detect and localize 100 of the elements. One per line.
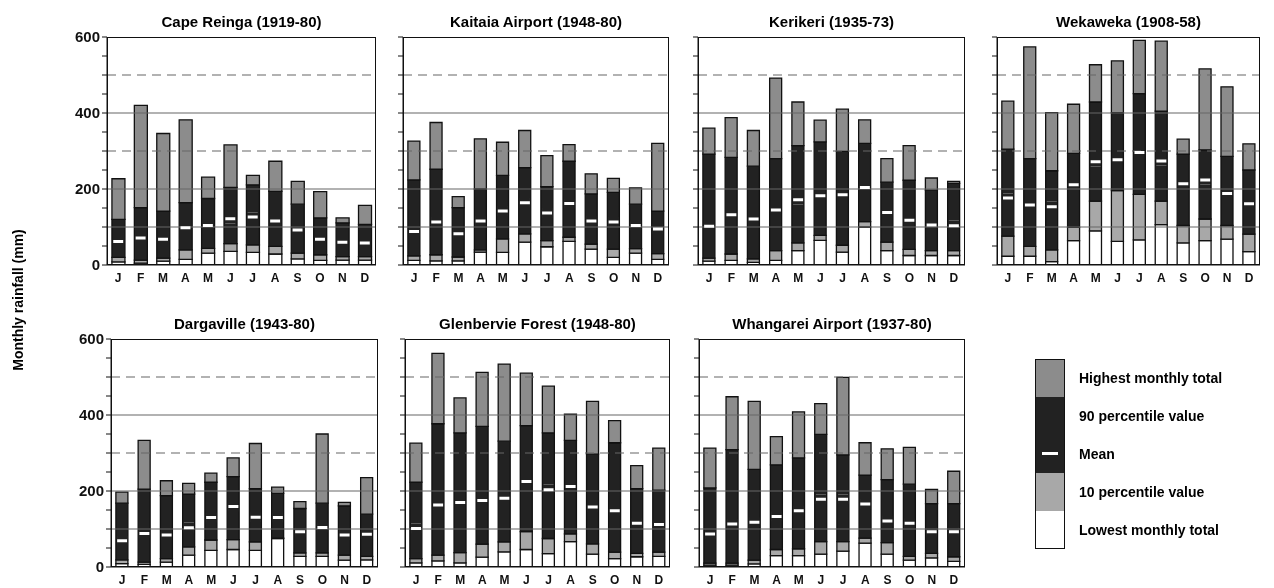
x-tick-label: J [1114, 270, 1121, 285]
x-tick-label: S [293, 270, 302, 285]
text: Highest monthly total [1079, 369, 1224, 387]
x-tick-label: N [632, 572, 642, 587]
chart-title: Kerikeri (1935-73) [767, 13, 896, 30]
x-tick-label: J [706, 572, 714, 587]
x-tick-label: J [839, 572, 847, 587]
x-tick-label: S [883, 270, 892, 285]
x-tick-label: N [927, 572, 937, 587]
x-tick-label: J [410, 270, 418, 285]
x-tick-label: O [315, 270, 325, 285]
text: 90 percentile value [1079, 407, 1206, 425]
chart-title: Cape Reinga (1919-80) [160, 13, 323, 30]
x-tick-label: D [654, 572, 664, 587]
x-tick-label: A [566, 572, 576, 587]
x-tick-label: S [1179, 270, 1188, 285]
x-tick-label: D [1244, 270, 1254, 285]
x-tick-label: A [1157, 270, 1167, 285]
x-tick-label: J [545, 572, 552, 587]
y-axis-title: Monthly rainfall (mm) [10, 228, 27, 373]
x-tick-label: N [631, 270, 641, 285]
x-tick-label: J [230, 572, 237, 587]
x-tick-label: S [296, 572, 305, 587]
x-tick-label: A [270, 270, 280, 285]
x-tick-label: D [949, 572, 959, 587]
x-tick-label: S [588, 572, 597, 587]
x-tick-label: O [904, 572, 915, 587]
x-tick-label: J [1136, 270, 1143, 285]
legend-label: Mean [1079, 445, 1116, 463]
x-tick-label: F [727, 270, 736, 285]
x-tick-label: M [793, 572, 804, 587]
x-tick-label: J [226, 270, 234, 285]
x-tick-label: A [860, 572, 870, 587]
x-tick-label: J [118, 572, 126, 587]
x-tick-label: J [412, 572, 420, 587]
text: 10 percentile value [1079, 483, 1206, 501]
y-tick-label: 600 [74, 28, 100, 46]
x-tick-label: F [728, 572, 736, 587]
x-tick-label: D [362, 572, 372, 587]
x-tick-label: J [1004, 270, 1012, 285]
x-tick-label: M [206, 572, 217, 587]
x-tick-label: M [497, 270, 508, 285]
y-tick-label: 200 [74, 180, 100, 198]
x-tick-label: M [161, 572, 172, 587]
x-tick-label: J [114, 270, 122, 285]
y-tick-label: 0 [95, 558, 104, 576]
x-tick-label: M [499, 572, 510, 587]
x-tick-label: A [476, 270, 486, 285]
x-tick-label: F [434, 572, 442, 587]
x-tick-label: J [252, 572, 259, 587]
x-tick-label: J [523, 572, 530, 587]
x-tick-label: M [749, 572, 760, 587]
x-tick-label: M [453, 270, 464, 285]
x-tick-label: J [705, 270, 713, 285]
x-tick-label: D [653, 270, 663, 285]
x-tick-label: O [904, 270, 915, 285]
x-tick-label: D [949, 270, 959, 285]
x-tick-label: O [1200, 270, 1210, 285]
x-tick-label: M [455, 572, 466, 587]
chart-title: Glenbervie Forest (1948-80) [438, 315, 637, 332]
x-tick-label: A [477, 572, 487, 587]
chart-title: Wekaweka (1908-58) [1055, 13, 1202, 30]
x-tick-label: N [927, 270, 936, 285]
x-tick-label: A [1069, 270, 1079, 285]
x-tick-label: J [839, 270, 846, 285]
y-tick-label: 0 [91, 256, 100, 274]
chart-title: Whangarei Airport (1937-80) [731, 315, 933, 332]
x-tick-label: J [543, 270, 551, 285]
x-tick-label: J [521, 270, 529, 285]
x-tick-label: J [817, 572, 825, 587]
x-tick-label: F [140, 572, 149, 587]
x-tick-label: O [317, 572, 328, 587]
x-tick-label: J [817, 270, 824, 285]
x-tick-label: M [1046, 270, 1057, 285]
x-tick-label: A [860, 270, 870, 285]
y-tick-label: 600 [78, 330, 104, 348]
x-tick-label: F [136, 270, 145, 285]
x-tick-label: M [793, 270, 804, 285]
x-tick-label: M [748, 270, 759, 285]
x-tick-label: F [1026, 270, 1034, 285]
x-tick-label: S [883, 572, 892, 587]
x-tick-label: A [184, 572, 194, 587]
chart-title: Dargaville (1943-80) [173, 315, 316, 332]
text: Lowest monthly total [1079, 521, 1220, 539]
x-tick-label: J [249, 270, 257, 285]
x-tick-label: A [564, 270, 574, 285]
x-tick-label: A [273, 572, 283, 587]
x-tick-label: M [202, 270, 213, 285]
x-tick-label: O [608, 270, 619, 285]
y-tick-label: 400 [74, 104, 100, 122]
x-tick-label: M [158, 270, 169, 285]
x-tick-label: A [772, 572, 782, 587]
x-tick-label: A [181, 270, 191, 285]
x-tick-label: N [1222, 270, 1232, 285]
x-tick-label: N [340, 572, 349, 587]
x-tick-label: N [338, 270, 347, 285]
x-tick-label: S [587, 270, 596, 285]
x-tick-label: F [432, 270, 440, 285]
x-tick-label: M [1090, 270, 1101, 285]
chart-title: Kaitaia Airport (1948-80) [449, 13, 623, 30]
